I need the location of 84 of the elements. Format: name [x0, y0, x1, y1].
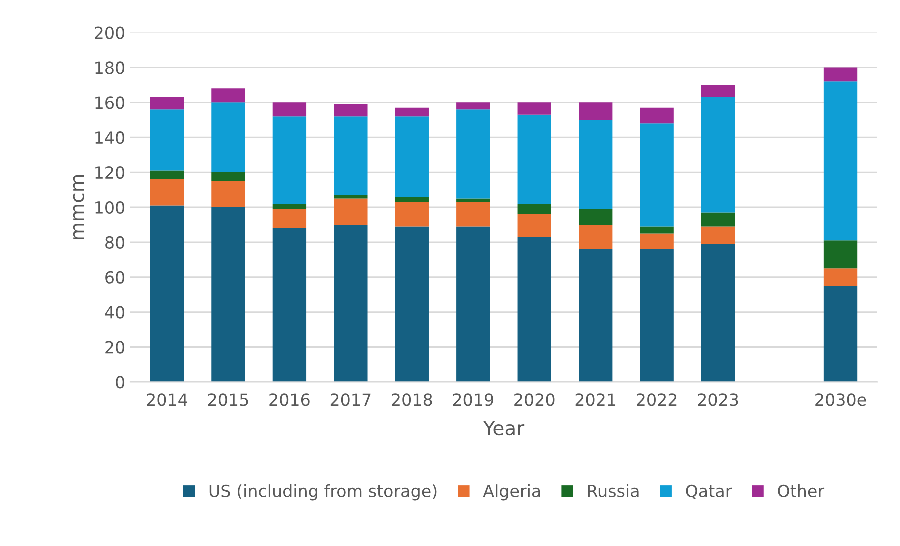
bar	[456, 198, 490, 202]
y-tick-label: 80	[106, 236, 125, 249]
bar	[212, 207, 246, 382]
bar	[640, 234, 674, 250]
bar	[579, 102, 613, 120]
bar	[150, 170, 184, 180]
bar	[640, 124, 674, 227]
bar	[456, 226, 490, 382]
bar	[395, 108, 429, 117]
legend-label: Algeria	[483, 484, 540, 501]
x-tick-label: 2020	[514, 394, 555, 406]
bar	[150, 206, 184, 382]
y-tick-label: 100	[96, 201, 125, 214]
x-tick-label: 2022	[637, 394, 677, 406]
x-tick-label: 2016	[270, 394, 310, 406]
x-tick-label: 2014	[147, 394, 188, 406]
bar	[212, 181, 246, 208]
bar	[334, 224, 368, 382]
bar	[640, 249, 674, 382]
y-tick-label: 60	[106, 271, 125, 284]
legend-label: Other	[778, 484, 825, 498]
bar	[456, 110, 490, 199]
bar	[518, 214, 552, 238]
x-tick-label: 2017	[330, 394, 371, 406]
bar	[518, 102, 552, 115]
y-tick-label: 40	[105, 306, 125, 319]
bar	[640, 108, 674, 124]
bar	[334, 198, 368, 225]
bar	[824, 268, 858, 286]
bar	[212, 88, 246, 103]
bar	[824, 68, 858, 82]
bar	[272, 116, 307, 204]
x-tick-label: 2015	[208, 394, 248, 406]
legend-label: Russia	[588, 484, 639, 498]
bar	[701, 85, 736, 98]
y-tick-label: 120	[96, 166, 125, 180]
bar	[824, 82, 858, 241]
x-tick-label: 2030e	[816, 394, 866, 406]
bar	[701, 226, 736, 244]
x-tick-label: 2021	[576, 394, 616, 406]
legend-label: Qatar	[686, 484, 732, 500]
y-tick-label: 140	[96, 132, 125, 144]
bar	[640, 226, 674, 234]
bar	[334, 116, 368, 196]
bar	[518, 204, 552, 214]
bar	[272, 204, 307, 210]
bar	[395, 116, 429, 197]
bar	[518, 114, 552, 204]
bar	[395, 196, 429, 202]
bar	[579, 120, 613, 210]
y-axis-title: mmcm	[73, 175, 85, 240]
bar	[395, 202, 429, 227]
bar	[701, 97, 736, 213]
bar	[395, 226, 429, 382]
y-tick-label: 20	[106, 341, 125, 354]
x-tick-label: 2019	[453, 394, 494, 406]
bar	[701, 244, 736, 382]
bar	[824, 240, 858, 269]
bar	[334, 104, 368, 117]
x-tick-label: 2023	[698, 394, 738, 406]
bar	[518, 237, 552, 382]
bar	[272, 209, 307, 228]
y-tick-label: 180	[96, 62, 125, 74]
bar	[579, 224, 613, 250]
bar	[824, 286, 858, 382]
bar	[212, 172, 246, 182]
y-tick-label: 0	[116, 376, 125, 389]
x-axis-title: Year	[483, 421, 525, 436]
y-tick-label: 160	[96, 96, 125, 110]
bar	[579, 249, 613, 382]
bar	[701, 212, 736, 227]
legend-label: US (including from storage)	[210, 484, 437, 501]
bar	[272, 102, 307, 117]
bar	[456, 102, 490, 110]
x-tick-label: 2018	[392, 394, 432, 406]
bar	[272, 228, 307, 382]
bar	[150, 97, 184, 110]
bar	[150, 110, 184, 171]
bar	[150, 180, 184, 206]
bar	[579, 209, 613, 225]
bar	[212, 102, 246, 173]
bar	[334, 195, 368, 199]
y-tick-label: 200	[95, 26, 125, 40]
bar	[456, 202, 490, 227]
